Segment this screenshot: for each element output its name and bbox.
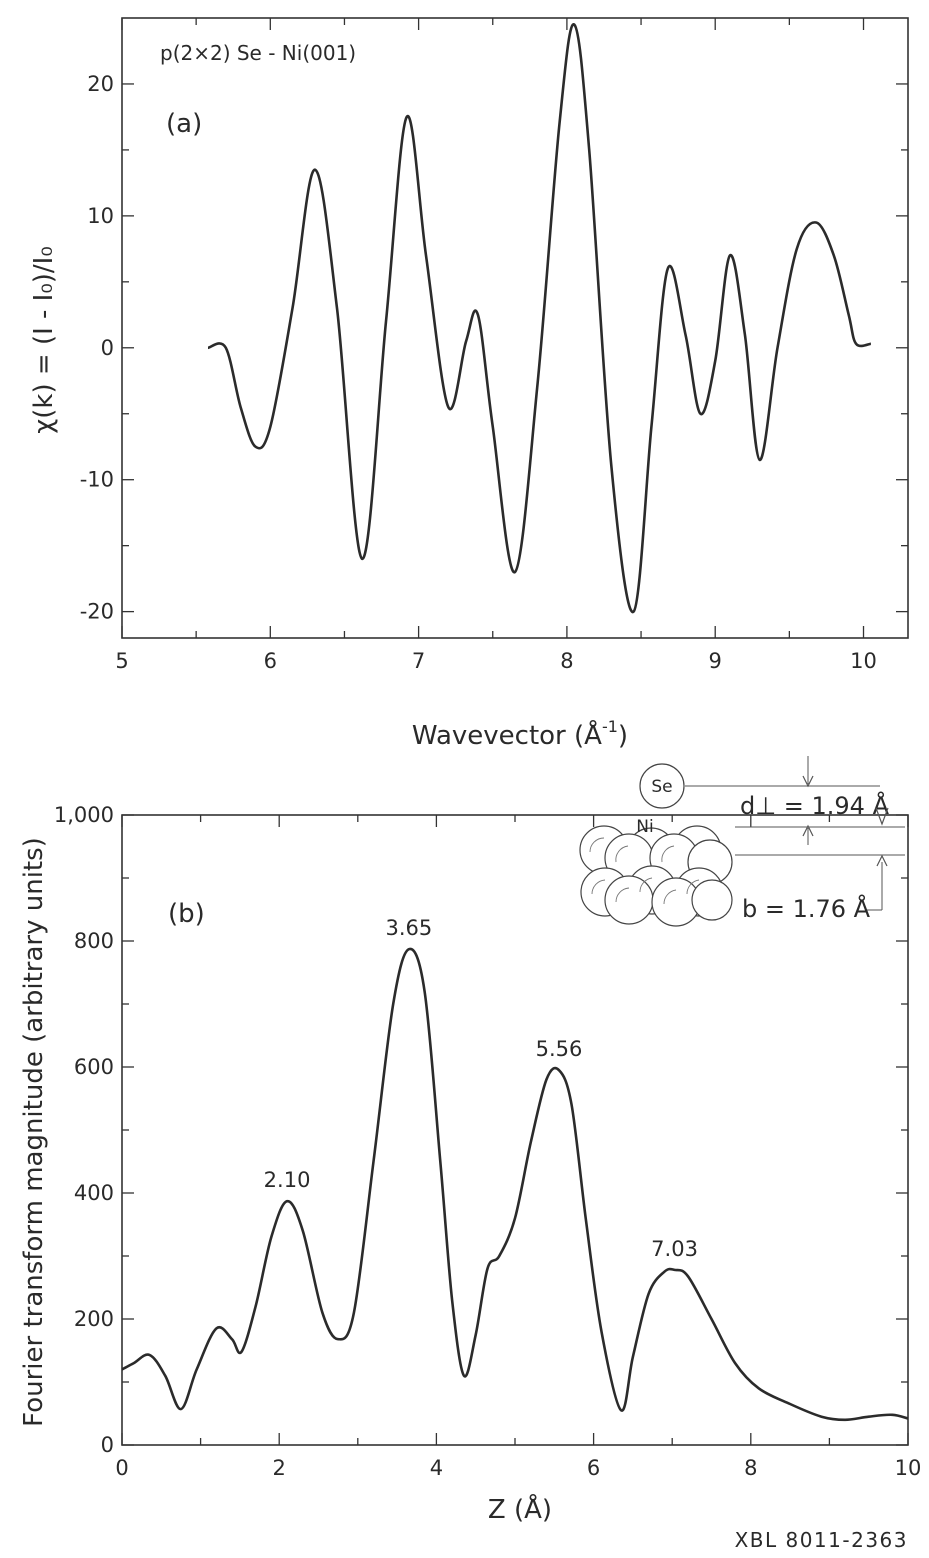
y-tick-label: 10 xyxy=(87,204,114,228)
panel-label-a: (a) xyxy=(166,109,202,139)
tick-labels-b: 0 2 4 6 8 10 0 200 400 600 800 1,000 xyxy=(54,803,921,1480)
series-line-fourier xyxy=(121,947,909,1422)
y-tick-label: -20 xyxy=(80,600,114,624)
y-axis-title-a: χ(k) = (I - I₀)/I₀ xyxy=(29,246,59,433)
atom-shading xyxy=(615,845,629,863)
panel-b: 0 2 4 6 8 10 0 200 400 600 800 1,000 2.10 3.65 5.56 7.… xyxy=(19,756,921,1525)
structure-inset: Ni Se d⊥ = 1.94 Å b = 1.76 Å xyxy=(579,756,905,927)
d-perp-label: d⊥ = 1.94 Å xyxy=(740,791,890,820)
b-spacing-label: b = 1.76 Å xyxy=(742,894,871,923)
x-tick-label: 8 xyxy=(560,649,573,673)
ni-atom xyxy=(691,879,733,921)
x-tick-label: 6 xyxy=(264,649,277,673)
peak-label: 2.10 xyxy=(264,1168,311,1192)
panel-label-b: (b) xyxy=(168,899,205,929)
x-axis-title-b: Z (Å) xyxy=(488,1493,552,1525)
peak-label: 7.03 xyxy=(651,1237,698,1261)
ni-atom-lattice xyxy=(579,825,733,927)
y-axis-title-b: Fourier transform magnitude (arbitrary u… xyxy=(19,837,49,1427)
panel-a: 5 6 7 8 9 10 -20 -10 0 10 20 p(2×2) Se - Ni(001) (… xyxy=(29,17,909,751)
se-atom xyxy=(639,763,685,809)
y-tick-label: 800 xyxy=(74,929,114,953)
x-tick-label: 5 xyxy=(115,649,128,673)
plot-frame-a xyxy=(121,17,909,639)
y-tick-label: 20 xyxy=(87,72,114,96)
atom-shading xyxy=(589,837,605,853)
y-tick-label: 200 xyxy=(74,1307,114,1331)
x-axis-title-a: Wavevector (Å-1) xyxy=(412,717,628,751)
x-tick-label: 10 xyxy=(850,649,877,673)
d-arrowhead-right xyxy=(875,807,889,826)
x-tick-label: 9 xyxy=(709,649,722,673)
peak-label: 3.65 xyxy=(386,916,433,940)
peak-labels: 2.10 3.65 5.56 7.03 xyxy=(264,916,698,1261)
atom-shading xyxy=(686,879,700,895)
tick-marks-b xyxy=(121,814,909,1446)
y-tick-label: 0 xyxy=(101,336,114,360)
x-tick-label: 0 xyxy=(115,1456,128,1480)
tick-labels-a: 5 6 7 8 9 10 -20 -10 0 10 20 xyxy=(80,72,877,673)
x-tick-label: 10 xyxy=(895,1456,922,1480)
sample-annotation: p(2×2) Se - Ni(001) xyxy=(160,41,356,65)
series-line-chi xyxy=(207,23,872,614)
figure-code: XBL 8011-2363 xyxy=(735,1528,908,1552)
x-tick-label: 6 xyxy=(587,1456,600,1480)
atom-shading xyxy=(639,877,653,893)
y-tick-label: 400 xyxy=(74,1181,114,1205)
x-tick-label: 2 xyxy=(273,1456,286,1480)
se-label: Se xyxy=(651,777,672,797)
d-arrowhead-top xyxy=(802,775,814,788)
atom-shading xyxy=(591,879,606,895)
y-tick-label: 600 xyxy=(74,1055,114,1079)
ni-label: Ni xyxy=(636,817,653,837)
y-tick-label: -10 xyxy=(80,468,114,492)
y-tick-label: 1,000 xyxy=(54,803,114,827)
x-tick-label: 4 xyxy=(430,1456,443,1480)
atom-shading xyxy=(663,889,677,905)
atom-shading xyxy=(661,845,675,863)
tick-marks-a xyxy=(121,18,908,638)
b-arrowhead xyxy=(876,854,888,867)
atom-shading xyxy=(615,887,630,903)
x-tick-label: 7 xyxy=(412,649,425,673)
peak-label: 5.56 xyxy=(536,1037,583,1061)
ni-atom xyxy=(604,875,654,925)
y-tick-label: 0 xyxy=(101,1433,114,1457)
x-tick-label: 8 xyxy=(744,1456,757,1480)
d-arrowhead-bottom xyxy=(802,824,814,837)
